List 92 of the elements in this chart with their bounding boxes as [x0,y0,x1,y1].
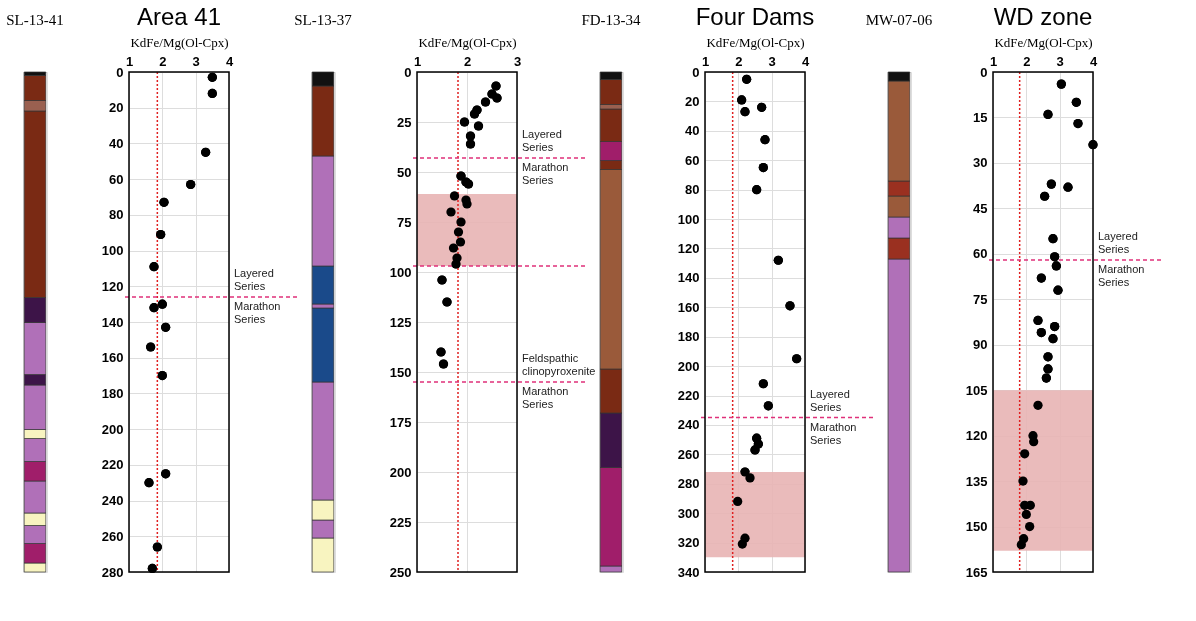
y-tick-label: 125 [389,314,412,330]
y-tick-label: 200 [101,421,124,437]
y-tick-label: 0 [116,64,124,80]
y-tick-label: 100 [677,211,700,227]
y-tick-label: 150 [389,364,412,380]
y-tick-label: 280 [101,564,124,580]
x-axis-title: KdFe/Mg(Ol-Cpx) [130,34,229,50]
y-tick-label: 240 [677,417,700,433]
annotation: Marathon Series [234,300,281,325]
y-tick-label: 80 [109,207,124,223]
y-tick-label: 25 [397,114,412,130]
y-tick-label: 0 [692,64,700,80]
y-tick-label: 40 [109,135,124,151]
y-tick-label: 180 [677,329,700,345]
y-tick-label: 225 [389,514,412,530]
chart-title: SL-13-37 [294,11,353,28]
y-tick-label: 240 [101,493,124,509]
x-tick-label: 3 [192,53,200,69]
y-tick-label: 160 [101,350,124,366]
y-tick-label: 75 [973,291,988,307]
x-tick-label: 3 [768,53,776,69]
y-tick-label: 160 [677,299,700,315]
y-tick-label: 90 [973,337,988,353]
y-tick-label: 60 [685,152,700,168]
chart-title: WD zone [993,3,1093,30]
annotation: Layered Series [1098,229,1138,255]
y-tick-label: 200 [677,358,700,374]
y-tick-label: 60 [109,171,124,187]
annotation: Layered Series [522,128,562,153]
annotation: Layered Series [234,267,274,292]
y-tick-label: 135 [965,473,988,489]
x-tick-label: 2 [159,53,167,69]
x-axis-title: KdFe/Mg(Ol-Cpx) [994,34,1093,50]
y-tick-label: 120 [677,240,700,256]
annotation: Marathon Series [810,420,857,446]
y-tick-label: 220 [101,457,124,473]
y-tick-label: 140 [101,314,124,330]
chart-title: Area 41 [136,3,222,30]
x-tick-label: 4 [801,53,810,69]
y-tick-label: 0 [980,64,988,80]
annotation: Feldspathic clinopyroxenite [522,352,596,377]
y-tick-label: 140 [677,270,700,286]
y-tick-label: 175 [389,414,412,430]
y-tick-label: 20 [685,93,700,109]
y-tick-label: 300 [677,505,700,521]
x-tick-label: 3 [513,53,522,69]
x-tick-label: 2 [735,53,743,69]
y-tick-label: 320 [677,535,700,551]
annotation: Layered Series [810,387,850,413]
x-tick-label: 4 [225,53,234,69]
y-tick-label: 20 [109,100,124,116]
y-tick-label: 45 [973,200,988,216]
y-tick-label: 150 [965,519,988,535]
x-tick-label: 1 [989,53,998,69]
y-tick-label: 100 [101,243,124,259]
y-tick-label: 250 [389,564,412,580]
y-tick-label: 40 [685,123,700,139]
y-tick-label: 200 [389,464,412,480]
y-tick-label: 80 [685,182,700,198]
x-tick-label: 2 [1023,53,1031,69]
y-tick-label: 50 [397,164,412,180]
x-tick-label: 1 [413,53,422,69]
annotation: Marathon Series [522,161,569,186]
x-axis-title: KdFe/Mg(Ol-Cpx) [706,34,805,50]
y-tick-label: 220 [677,388,700,404]
y-tick-label: 60 [973,246,988,262]
y-tick-label: 180 [101,385,124,401]
annotation: Marathon Series [1098,262,1145,288]
y-tick-label: 0 [404,64,412,80]
y-tick-label: 120 [965,428,988,444]
x-tick-label: 1 [125,53,134,69]
y-tick-label: 75 [397,214,412,230]
y-tick-label: 280 [677,476,700,492]
x-axis-title: KdFe/Mg(Ol-Cpx) [418,34,517,50]
chart-title: FD-13-34 [581,11,642,28]
y-tick-label: 100 [389,264,412,280]
y-tick-label: 120 [101,278,124,294]
chart-title: SL-13-41 [6,11,64,28]
y-tick-label: 15 [973,109,988,125]
y-tick-label: 340 [677,564,700,580]
y-tick-label: 30 [973,155,988,171]
y-tick-label: 260 [101,528,124,544]
x-tick-label: 2 [463,53,472,69]
chart-title: MW-07-06 [865,11,933,28]
y-tick-label: 105 [965,382,988,398]
x-tick-label: 1 [701,53,710,69]
y-tick-label: 165 [965,564,988,580]
x-tick-label: 3 [1056,53,1064,69]
chart-title: Four Dams [695,3,815,30]
annotation: Marathon Series [522,385,569,410]
x-tick-label: 4 [1089,53,1098,69]
y-tick-label: 260 [677,446,700,462]
